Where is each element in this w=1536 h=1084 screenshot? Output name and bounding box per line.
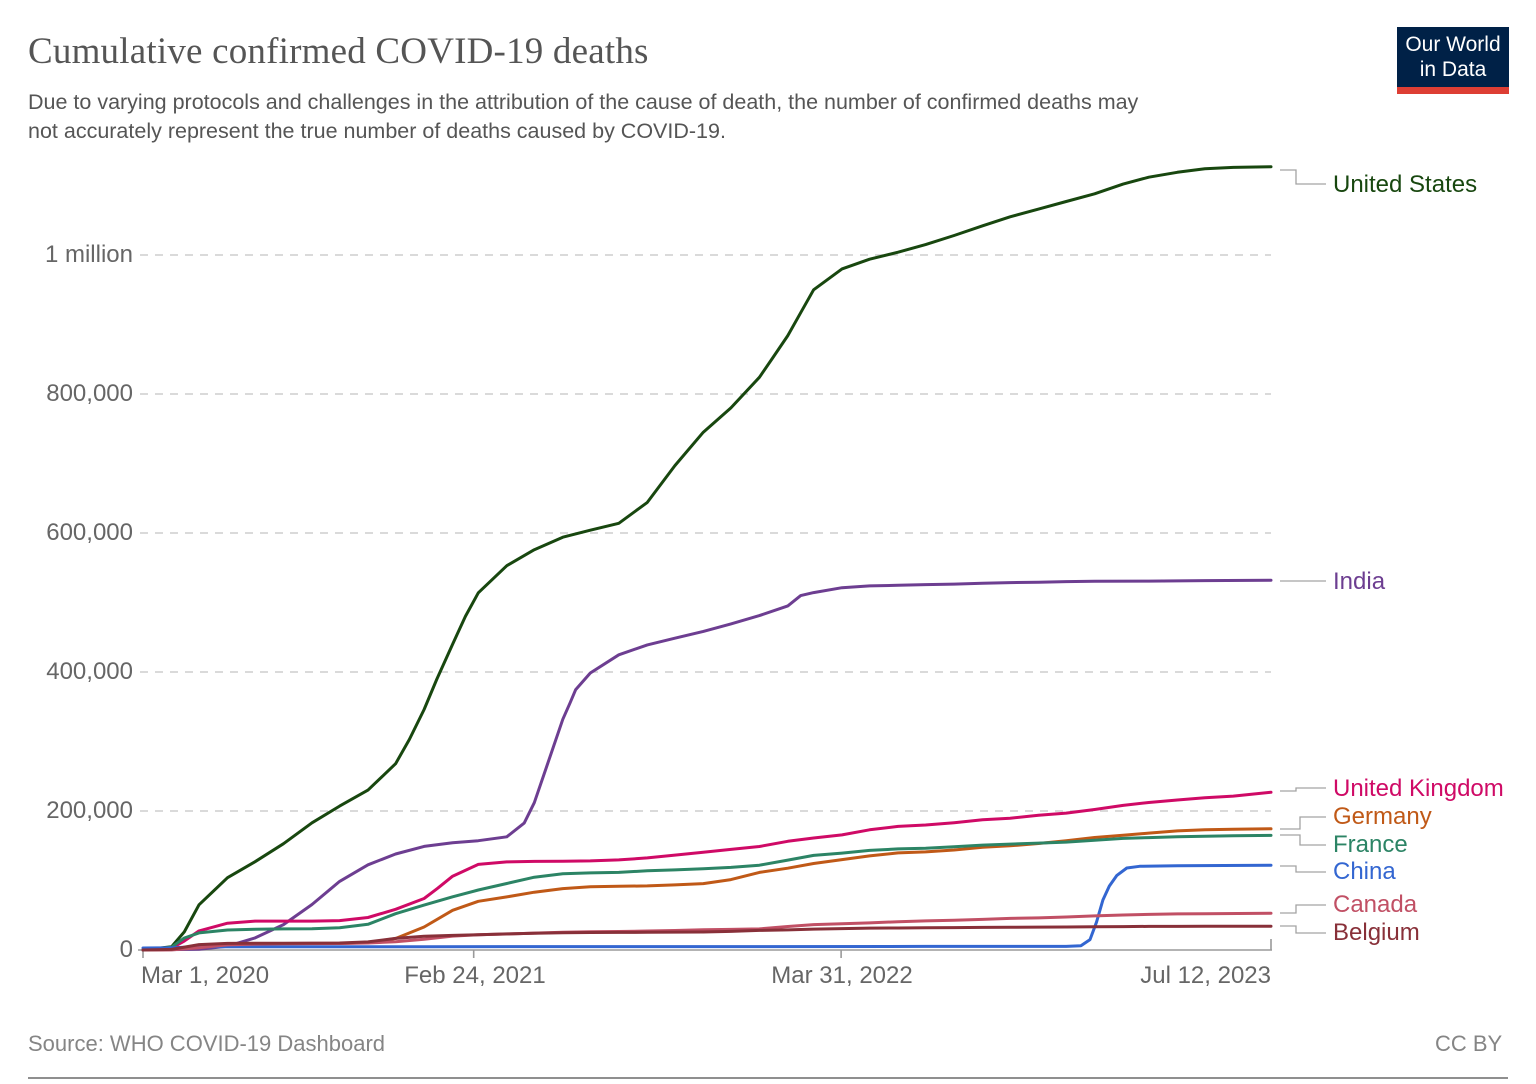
source-note: Source: WHO COVID-19 Dashboard (28, 1031, 386, 1056)
x-tick-label-mar-31-2022: Mar 31, 2022 (771, 962, 913, 989)
series-label-china[interactable]: China (1333, 858, 1396, 885)
x-tick-label-feb-24-2021: Feb 24, 2021 (404, 962, 546, 989)
y-tick-label-400000: 400,000 (46, 658, 133, 685)
line-India[interactable] (141, 578, 1273, 952)
chart-subtitle: Due to varying protocols and challenges … (28, 88, 1138, 146)
x-tick-label-jul-12-2023: Jul 12, 2023 (1140, 962, 1271, 989)
gridlines (140, 254, 1271, 812)
leader-germany (1280, 816, 1326, 830)
chart-subtitle-line2: not accurately represent the true number… (28, 119, 726, 143)
chart-subtitle-line1: Due to varying protocols and challenges … (28, 90, 1139, 114)
x-tick-label-mar-1-2020: Mar 1, 2020 (141, 962, 270, 989)
series-label-france[interactable]: France (1333, 831, 1408, 858)
line-United Kingdom[interactable] (141, 790, 1273, 952)
y-tick-label-1million: 1 million (44, 241, 133, 268)
owid-logo-line2: in Data (1419, 58, 1487, 81)
series-label-united-kingdom[interactable]: United Kingdom (1333, 775, 1504, 802)
page-title: Cumulative confirmed COVID-19 deaths (28, 31, 649, 72)
leader-canada (1280, 904, 1326, 914)
y-tick-label-200000: 200,000 (46, 797, 133, 824)
line-China[interactable] (141, 863, 1273, 950)
series-label-india[interactable]: India (1333, 568, 1386, 595)
y-tick-label-0: 0 (119, 936, 133, 963)
series-label-germany[interactable]: Germany (1333, 803, 1432, 830)
leader-united-states (1280, 169, 1326, 185)
y-tick-label-800000: 800,000 (46, 380, 133, 407)
owid-logo-line1: Our World (1405, 33, 1501, 56)
license-link[interactable]: CC BY (1435, 1031, 1503, 1056)
line-France[interactable] (141, 833, 1273, 952)
label-leader-lines (1280, 169, 1326, 934)
series-label-canada[interactable]: Canada (1333, 891, 1418, 918)
series-lines (141, 165, 1273, 952)
leader-france (1280, 834, 1326, 846)
y-tick-label-600000: 600,000 (46, 519, 133, 546)
leader-united-kingdom (1280, 787, 1326, 792)
series-label-united-states[interactable]: United States (1333, 171, 1478, 198)
line-United States[interactable] (141, 165, 1273, 952)
series-label-belgium[interactable]: Belgium (1333, 919, 1420, 946)
bottom-divider (28, 1077, 1508, 1079)
leader-belgium (1280, 925, 1326, 934)
leader-china (1280, 865, 1326, 873)
line-Belgium[interactable] (141, 924, 1273, 952)
owid-logo[interactable]: Our World in Data (1397, 27, 1509, 94)
